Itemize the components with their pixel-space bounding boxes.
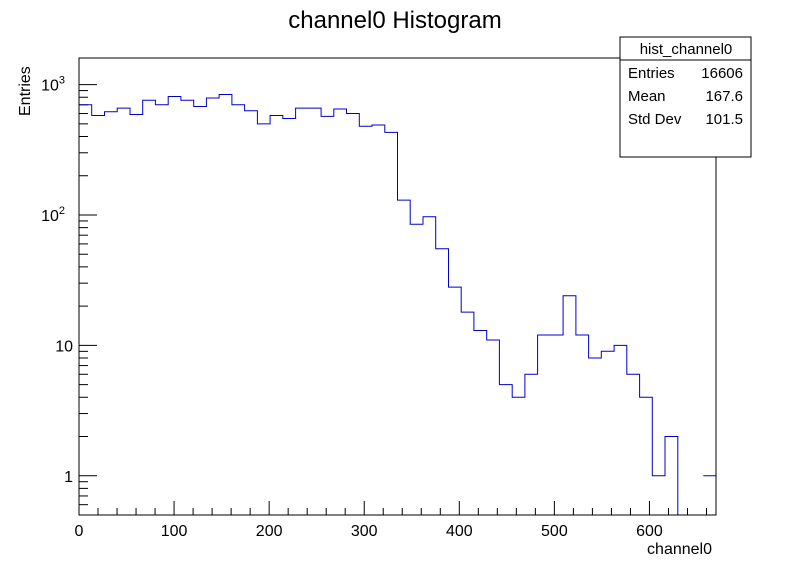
x-tick-label: 300 — [351, 523, 378, 540]
axis-ticks — [78, 84, 707, 516]
stats-stddev-label: Std Dev — [628, 111, 682, 128]
y-tick-label: 10 — [55, 338, 73, 355]
stats-entries-label: Entries — [628, 65, 675, 82]
y-tick-label: 1 — [64, 469, 73, 486]
x-tick-label: 200 — [256, 523, 283, 540]
stats-mean-label: Mean — [628, 88, 666, 105]
x-tick-label: 0 — [75, 523, 84, 540]
plot-frame — [78, 57, 717, 516]
x-tick-label: 500 — [541, 523, 568, 540]
y-axis-label: Entries — [17, 66, 34, 116]
stats-entries-value: 16606 — [701, 65, 743, 82]
stats-box-title: hist_channel0 — [640, 41, 733, 58]
x-axis-label: channel0 — [647, 541, 712, 558]
x-tick-labels: 0 100 200 300 400 500 600 — [75, 523, 663, 540]
stats-mean-value: 167.6 — [705, 88, 743, 105]
y-tick-label: 102 — [41, 205, 65, 225]
x-tick-label: 100 — [161, 523, 188, 540]
y-tick-label: 103 — [41, 75, 65, 95]
x-tick-label: 400 — [446, 523, 473, 540]
histogram-line — [79, 94, 716, 515]
chart-title: channel0 Histogram — [288, 7, 501, 34]
x-tick-label: 600 — [636, 523, 663, 540]
y-tick-labels: 1 10 102 103 — [41, 75, 73, 486]
stats-box: hist_channel0 Entries 16606 Mean 167.6 S… — [619, 36, 752, 158]
stats-stddev-value: 101.5 — [705, 111, 743, 128]
